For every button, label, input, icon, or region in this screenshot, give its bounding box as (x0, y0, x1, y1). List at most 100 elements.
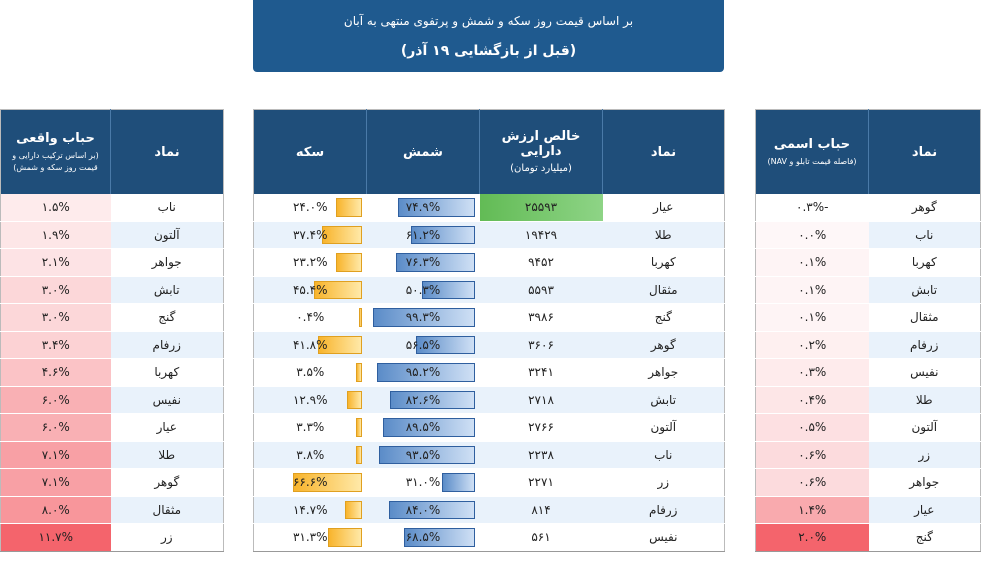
coin-cell: ۲۴.۰% (253, 194, 367, 222)
coin-bar (317, 335, 362, 354)
real-bubble-row: ۱.۵% ناب (0, 194, 224, 222)
real-bubble-symbol-cell: کهربا (110, 358, 224, 387)
assets-row: ۳.۸% ۹۳.۵% ۲۲۳۸ ناب (253, 441, 725, 469)
nominal-bubble-symbol-cell: کهربا (868, 248, 981, 277)
assets-symbol-cell: کهربا (602, 248, 725, 277)
coin-bar (292, 473, 362, 492)
coin-value: ۲۳.۲% (292, 255, 328, 270)
coin-cell: ۴۱.۸% (253, 331, 367, 359)
real-bubble-value-cell: ۳.۰% (0, 276, 111, 304)
real-bubble-row: ۲.۱% جواهر (0, 248, 224, 277)
real-bubble-value-cell: ۲.۱% (0, 248, 111, 277)
nav-header-sub: (میلیارد تومان) (510, 163, 572, 174)
real-bubble-symbol-cell: گنج (110, 303, 224, 332)
header-title: (قبل از بازگشایی ۱۹ آذر) (400, 43, 577, 59)
real-bubble-row: ۳.۴% زرفام (0, 331, 224, 359)
coin-value: ۳.۸% (296, 447, 325, 462)
bullion-bar (396, 253, 475, 272)
nominal-bubble-row: ۰.۳% نفیس (755, 358, 981, 387)
coin-bar (336, 253, 362, 272)
real-bubble-symbol-cell: آلتون (110, 221, 224, 249)
nominal-bubble-value-cell: ۰.۰% (755, 221, 869, 249)
bullion-value: ۵۰.۳% (405, 282, 441, 297)
nav-cell: ۳۹۸۶ (479, 303, 603, 332)
real-bubble-header-label: حباب واقعی (16, 130, 95, 146)
nav-cell: ۸۱۴ (479, 496, 603, 524)
nav-cell: ۵۵۹۳ (479, 276, 603, 304)
real-bubble-row: ۱.۹% آلتون (0, 221, 224, 249)
coin-cell: ۳۱.۳% (253, 523, 367, 552)
bullion-bar (383, 418, 475, 437)
bullion-bar (373, 308, 475, 327)
coin-value: ۳۷.۴% (292, 227, 328, 242)
bullion-bar (422, 280, 475, 299)
assets-row: ۱۴.۷% ۸۴.۰% ۸۱۴ زرفام (253, 496, 725, 524)
coin-value: ۶۶.۶% (292, 475, 328, 490)
assets-symbol-cell: مثقال (602, 276, 725, 304)
real-bubble-row: ۳.۰% گنج (0, 303, 224, 332)
real-symbol-header: نماد (110, 109, 224, 194)
nominal-bubble-row: ۰.۵% آلتون (755, 413, 981, 442)
nominal-bubble-row: ۰.۱% مثقال (755, 303, 981, 332)
real-bubble-value-cell: ۸.۰% (0, 496, 111, 524)
nominal-bubble-symbol-cell: نفیس (868, 358, 981, 387)
bullion-cell: ۶۸.۵% (366, 523, 480, 552)
nominal-bubble-row: ۰.۴% طلا (755, 386, 981, 414)
header-banner: بر اساس قیمت روز سکه و شمش و پرتفوی منته… (253, 0, 724, 72)
header-subtitle: بر اساس قیمت روز سکه و شمش و پرتفوی منته… (343, 14, 634, 28)
nav-cell: ۲۷۶۶ (479, 413, 603, 442)
nominal-bubble-row: ۰.۰% ناب (755, 221, 981, 249)
real-bubble-row: ۱۱.۷% زر (0, 523, 224, 552)
nominal-bubble-symbol-cell: زر (868, 441, 981, 469)
assets-row: ۴۵.۴% ۵۰.۳% ۵۵۹۳ مثقال (253, 276, 725, 304)
bullion-bar (411, 225, 475, 244)
real-bubble-table: حباب واقعی (بر اساس ترکیب دارایی و قیمت … (0, 109, 224, 552)
bullion-value: ۸۹.۵% (405, 420, 441, 435)
nominal-bubble-header-label: حباب اسمی (773, 136, 851, 152)
coin-cell: ۳.۳% (253, 413, 367, 442)
nominal-bubble-symbol-cell: گوهر (868, 194, 981, 222)
nominal-bubble-value-cell: ۰.۱% (755, 248, 869, 277)
real-bubble-symbol-cell: زرفام (110, 331, 224, 359)
assets-symbol-cell: عیار (602, 194, 725, 222)
bullion-bar (377, 363, 475, 382)
nav-header: خالص ارزش دارایی (میلیارد تومان) (479, 109, 603, 194)
bullion-value: ۸۴.۰% (405, 502, 441, 517)
nav-cell: ۱۹۴۲۹ (479, 221, 603, 249)
assets-symbol-cell: طلا (602, 221, 725, 249)
nominal-bubble-row: ۰.۲% زرفام (755, 331, 981, 359)
assets-row: ۳۷.۴% ۶۱.۲% ۱۹۴۲۹ طلا (253, 221, 725, 249)
nominal-bubble-value-cell: ۱.۴% (755, 496, 869, 524)
assets-symbol-cell: گنج (602, 303, 725, 332)
real-bubble-symbol-cell: طلا (110, 441, 224, 469)
coin-cell: ۱۲.۹% (253, 386, 367, 414)
real-bubble-value-cell: ۳.۰% (0, 303, 111, 332)
nominal-symbol-header: نماد (868, 109, 981, 194)
bullion-cell: ۵۶.۵% (366, 331, 480, 359)
bullion-cell: ۶۱.۲% (366, 221, 480, 249)
nav-cell: ۹۴۵۲ (479, 248, 603, 277)
bullion-value: ۶۱.۲% (405, 227, 441, 242)
nominal-bubble-symbol-cell: عیار (868, 496, 981, 524)
nominal-bubble-row: -۰.۳% گوهر (755, 194, 981, 222)
real-bubble-row: ۶.۰% عیار (0, 413, 224, 442)
nominal-bubble-value-cell: ۰.۵% (755, 413, 869, 442)
real-bubble-symbol-cell: ناب (110, 194, 224, 222)
nominal-bubble-value-cell: ۰.۱% (755, 303, 869, 332)
coin-cell: ۳.۸% (253, 441, 367, 469)
nominal-bubble-value-cell: ۰.۶% (755, 468, 869, 497)
nav-cell: ۲۲۳۸ (479, 441, 603, 469)
nominal-bubble-row: ۲.۰% گنج (755, 523, 981, 552)
nominal-bubble-header-sub: (فاصله قیمت تابلو و NAV) (767, 156, 857, 166)
nominal-bubble-table: حباب اسمی (فاصله قیمت تابلو و NAV) نماد … (755, 109, 981, 552)
nominal-bubble-value-cell: ۰.۶% (755, 441, 869, 469)
nominal-bubble-symbol-cell: زرفام (868, 331, 981, 359)
coin-value: ۳۱.۳% (292, 530, 328, 545)
assets-symbol-cell: جواهر (602, 358, 725, 387)
bullion-bar (388, 500, 475, 519)
bullion-value: ۹۵.۲% (405, 365, 441, 380)
coin-bar (356, 363, 362, 382)
real-bubble-header: حباب واقعی (بر اساس ترکیب دارایی و قیمت … (0, 109, 111, 194)
real-bubble-header-sub: (بر اساس ترکیب دارایی و قیمت روز سکه و ش… (12, 150, 99, 172)
assets-symbol-cell: زر (602, 468, 725, 497)
